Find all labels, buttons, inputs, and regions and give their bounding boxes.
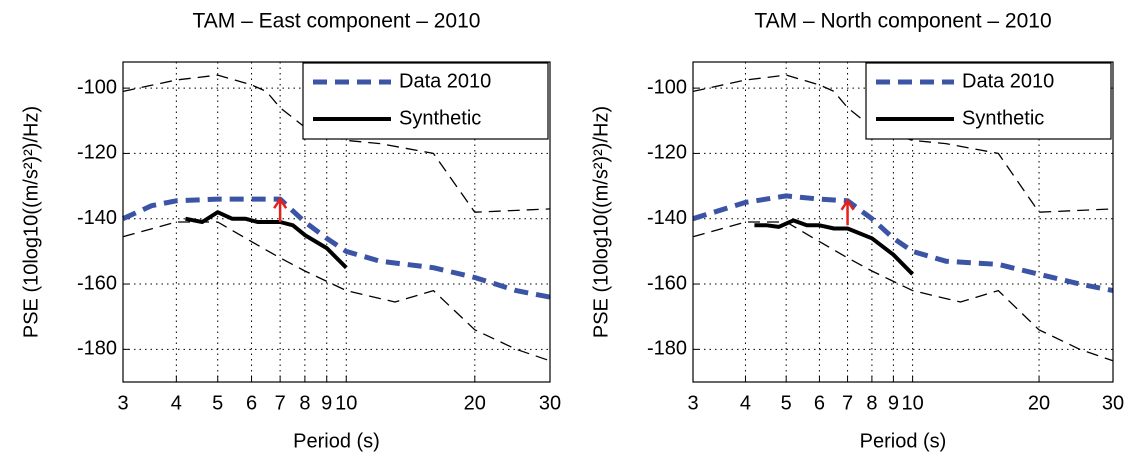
- chart-title: TAM – East component – 2010: [193, 10, 481, 33]
- subplot: TAM – East component – 2010 Period (s) PSE…: [20, 10, 561, 453]
- legend-label: Synthetic: [399, 107, 481, 129]
- legend-label: Synthetic: [962, 107, 1044, 129]
- x-tick-label: 5: [781, 392, 792, 414]
- series-line: [754, 218, 915, 276]
- x-tick-label: 3: [687, 392, 698, 414]
- y-tick-label: -160: [647, 272, 687, 294]
- series-line: [121, 196, 551, 300]
- x-tick-label: 10: [901, 392, 923, 414]
- legend-box: [865, 62, 1112, 140]
- x-tick-label: 6: [814, 392, 825, 414]
- x-tick-label: 8: [866, 392, 877, 414]
- x-tick-label: 30: [1102, 392, 1124, 414]
- y-tick-label: -180: [647, 338, 687, 360]
- chart-title: TAM – North component – 2010: [754, 10, 1051, 33]
- series-line: [122, 74, 551, 213]
- series-line: [185, 210, 348, 270]
- axes-frame: [122, 61, 551, 383]
- arrow-head: [840, 198, 855, 211]
- x-axis-label: Period (s): [293, 430, 380, 452]
- legend-label: Data 2010: [399, 70, 491, 92]
- series-line: [692, 193, 1114, 294]
- y-axis-label: PSE (10log10((m/s²)²)/Hz): [20, 106, 42, 338]
- x-tick-label: 3: [117, 392, 128, 414]
- y-tick-label: -100: [77, 76, 117, 98]
- series-line: [692, 221, 1114, 362]
- x-tick-label: 7: [842, 392, 853, 414]
- y-tick-label: -100: [647, 76, 687, 98]
- series-line: [122, 221, 551, 362]
- x-tick-label: 5: [212, 392, 223, 414]
- x-tick-label: 10: [335, 392, 357, 414]
- x-axis-label: Period (s): [860, 430, 947, 452]
- x-tick-label: 20: [1028, 392, 1050, 414]
- y-tick-label: -140: [77, 207, 117, 229]
- series-line: [692, 74, 1114, 213]
- x-tick-label: 9: [888, 392, 899, 414]
- y-tick-label: -140: [647, 207, 687, 229]
- legend-label: Data 2010: [962, 70, 1054, 92]
- x-tick-label: 4: [740, 392, 751, 414]
- x-tick-label: 8: [299, 392, 310, 414]
- x-tick-label: 30: [539, 392, 561, 414]
- legend-box: [302, 62, 549, 140]
- arrow-head: [273, 196, 288, 209]
- x-tick-label: 6: [246, 392, 257, 414]
- y-tick-label: -120: [77, 142, 117, 164]
- subplot: TAM – North component – 2010 Period (s) PS…: [590, 10, 1124, 453]
- x-tick-label: 20: [464, 392, 486, 414]
- x-tick-label: 4: [171, 392, 182, 414]
- x-tick-label: 7: [275, 392, 286, 414]
- y-axis-label: PSE (10log10((m/s²)²)/Hz): [590, 106, 612, 338]
- y-tick-label: -180: [77, 338, 117, 360]
- y-tick-label: -120: [647, 142, 687, 164]
- axes-frame: [692, 61, 1114, 383]
- y-tick-label: -160: [77, 272, 117, 294]
- x-tick-label: 9: [321, 392, 332, 414]
